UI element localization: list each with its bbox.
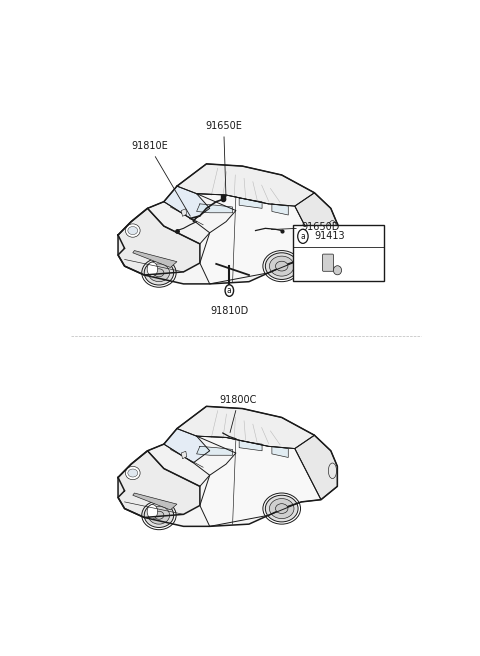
Ellipse shape — [128, 469, 138, 477]
Text: 91650E: 91650E — [205, 121, 242, 197]
Text: a: a — [227, 286, 232, 295]
FancyBboxPatch shape — [292, 225, 384, 281]
Text: 91810E: 91810E — [131, 142, 190, 216]
Polygon shape — [239, 441, 262, 451]
Ellipse shape — [334, 266, 342, 275]
Circle shape — [225, 285, 234, 297]
Ellipse shape — [328, 463, 336, 479]
Polygon shape — [164, 186, 210, 220]
Ellipse shape — [144, 260, 174, 285]
Polygon shape — [197, 204, 233, 213]
Ellipse shape — [265, 253, 298, 279]
Ellipse shape — [269, 499, 294, 519]
Ellipse shape — [154, 511, 164, 520]
Circle shape — [298, 229, 308, 243]
Ellipse shape — [144, 503, 174, 527]
Ellipse shape — [276, 261, 288, 271]
Text: a: a — [300, 232, 305, 241]
Ellipse shape — [265, 495, 298, 522]
Ellipse shape — [269, 256, 294, 276]
Polygon shape — [118, 451, 200, 518]
Polygon shape — [118, 406, 337, 526]
Polygon shape — [272, 446, 288, 457]
Polygon shape — [197, 194, 321, 284]
Polygon shape — [295, 193, 337, 257]
Polygon shape — [164, 428, 210, 462]
Ellipse shape — [125, 224, 140, 237]
Polygon shape — [197, 446, 233, 455]
Polygon shape — [147, 444, 210, 486]
Circle shape — [147, 262, 157, 276]
Polygon shape — [239, 198, 262, 209]
Text: 91650D: 91650D — [271, 222, 340, 232]
Circle shape — [147, 504, 157, 519]
Text: 91413: 91413 — [314, 232, 345, 241]
Polygon shape — [295, 435, 337, 500]
FancyBboxPatch shape — [323, 254, 334, 272]
Polygon shape — [133, 493, 177, 510]
Polygon shape — [147, 201, 210, 244]
Polygon shape — [118, 209, 200, 275]
Ellipse shape — [276, 504, 288, 514]
Ellipse shape — [328, 220, 336, 236]
Polygon shape — [133, 251, 177, 268]
Ellipse shape — [125, 466, 140, 480]
Polygon shape — [197, 436, 321, 526]
Polygon shape — [272, 204, 288, 215]
Polygon shape — [177, 406, 314, 449]
Text: 91810D: 91810D — [210, 306, 249, 316]
Text: 91800C: 91800C — [220, 395, 257, 432]
Polygon shape — [118, 164, 337, 284]
Polygon shape — [181, 451, 187, 459]
Ellipse shape — [154, 269, 164, 277]
Ellipse shape — [128, 226, 138, 235]
Polygon shape — [177, 164, 314, 206]
Ellipse shape — [148, 506, 169, 524]
Ellipse shape — [148, 264, 169, 281]
Polygon shape — [181, 209, 187, 216]
